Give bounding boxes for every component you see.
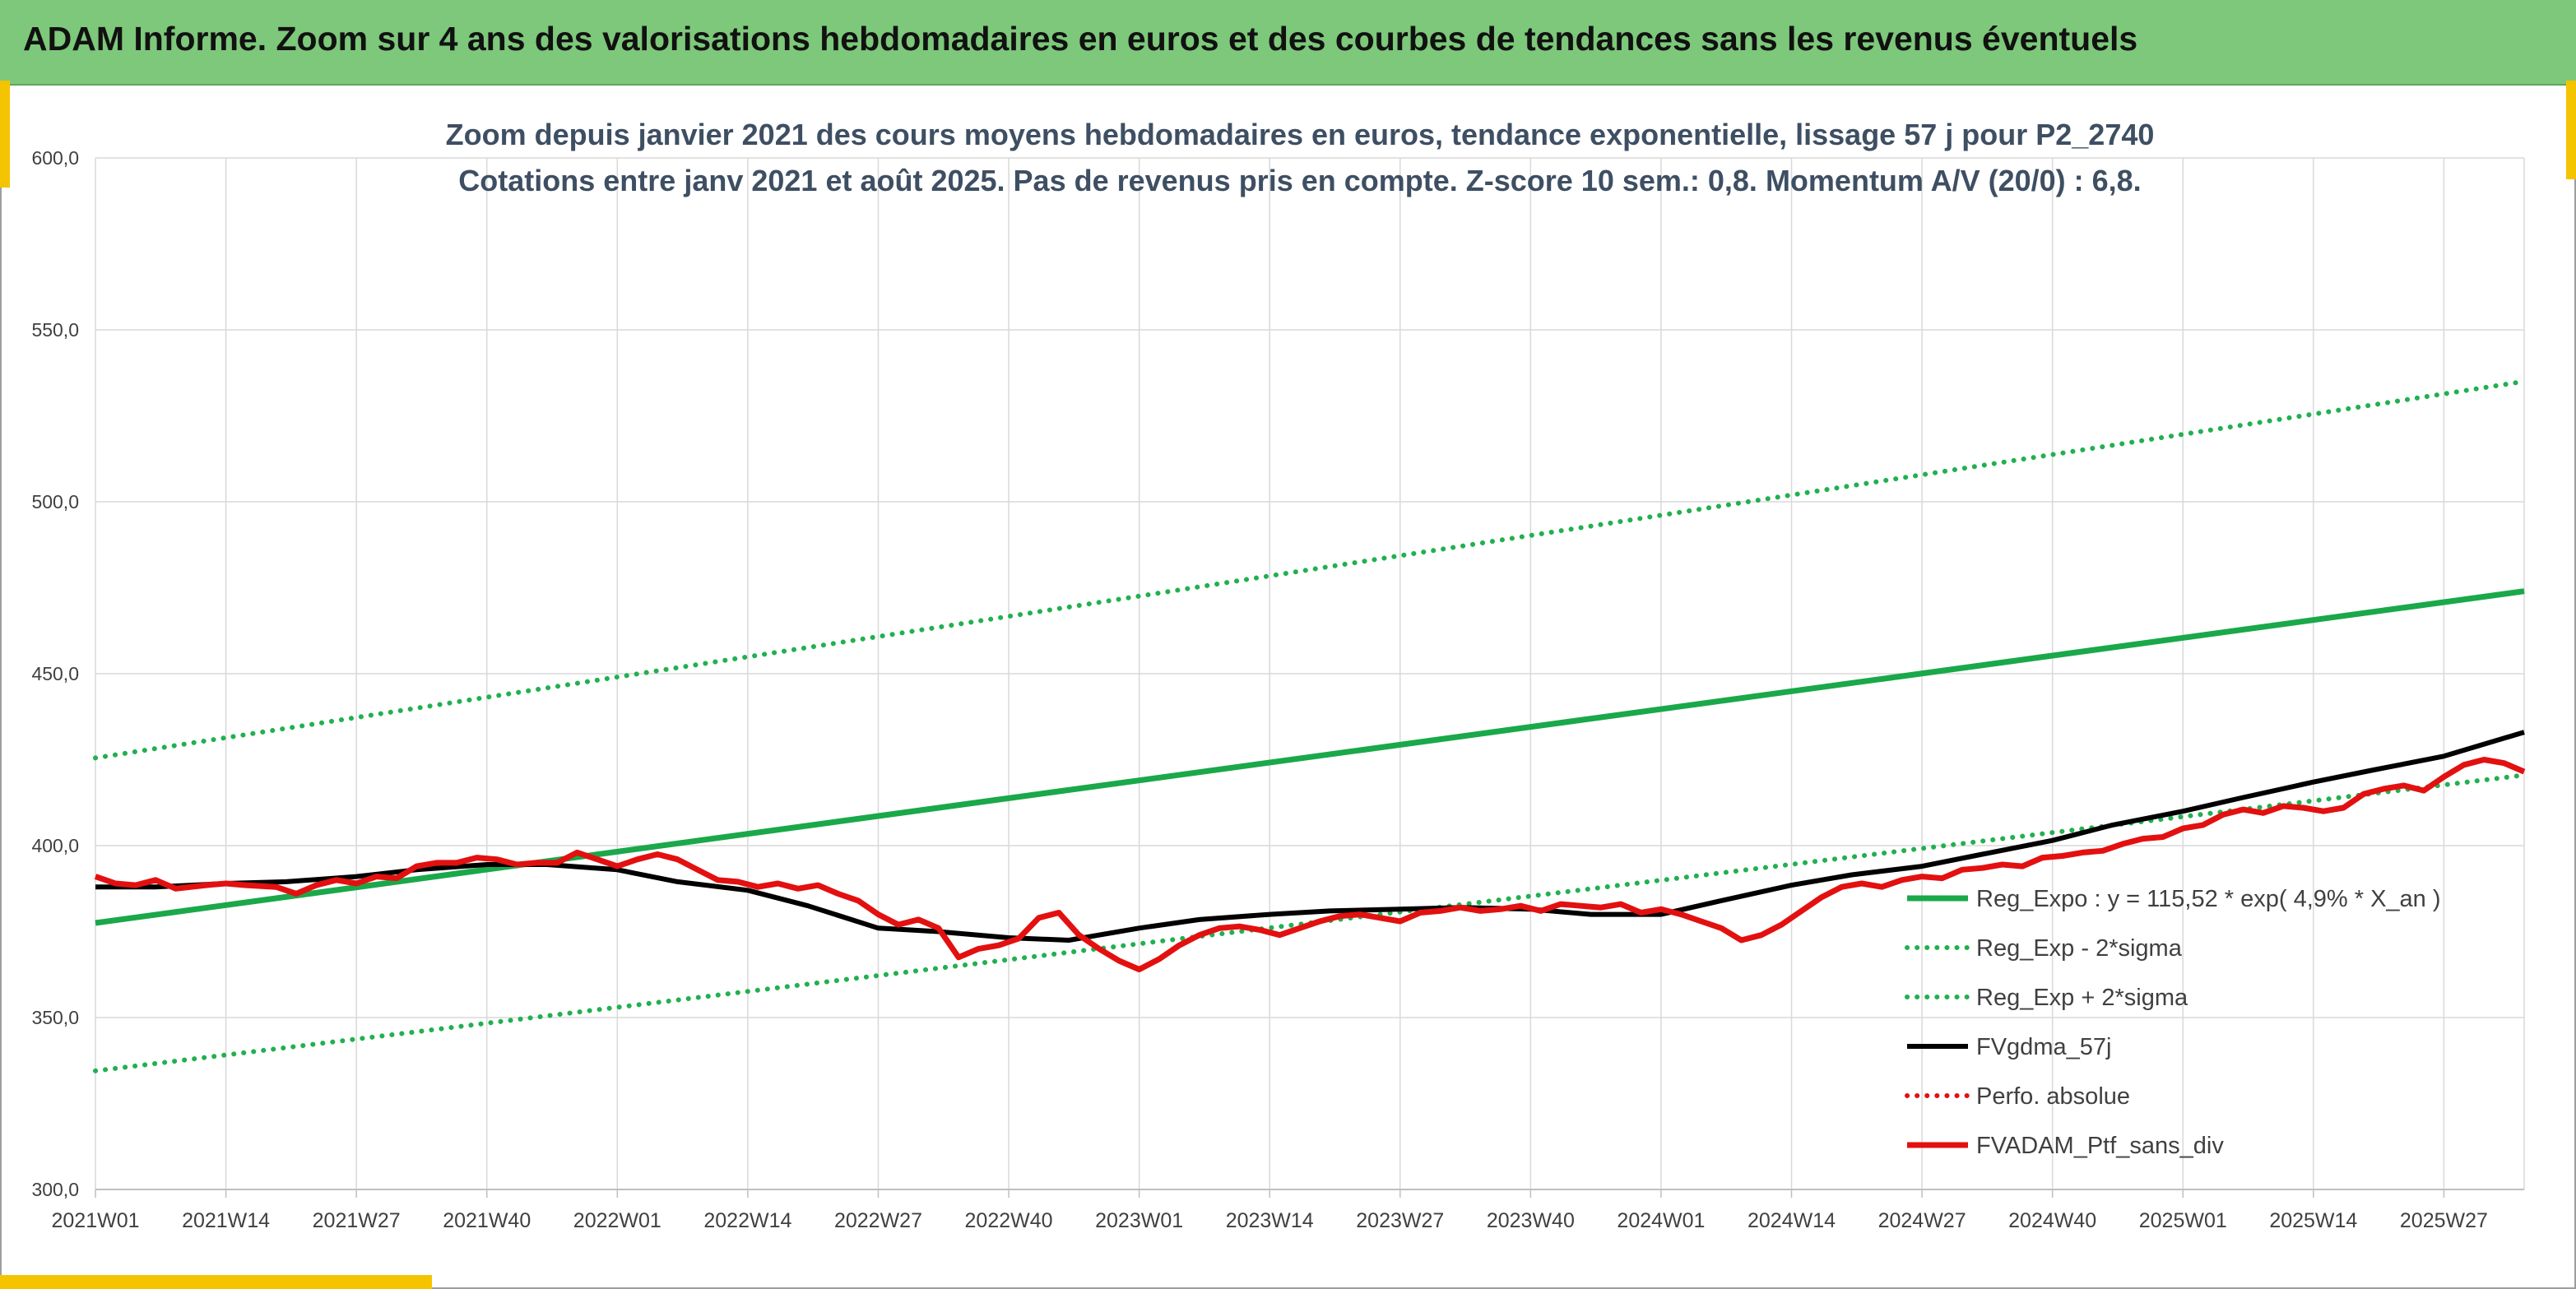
series-line-5 bbox=[94, 757, 2526, 972]
x-tick-label: 2024W40 bbox=[2008, 1209, 2096, 1232]
y-tick-label: 350,0 bbox=[31, 1007, 79, 1028]
chart-subtitle: Cotations entre janv 2021 et août 2025. … bbox=[458, 164, 2141, 197]
accent-bar-bottom-left bbox=[0, 1275, 432, 1289]
x-tick-label: 2022W27 bbox=[834, 1209, 922, 1232]
grid bbox=[95, 157, 2525, 1189]
legend-label-5: FVADAM_Ptf_sans_div bbox=[1976, 1133, 2224, 1159]
x-tick-label: 2021W01 bbox=[51, 1209, 139, 1232]
accent-bar-top-left bbox=[0, 81, 10, 188]
legend-label-1: Reg_Exp - 2*sigma bbox=[1976, 935, 2183, 962]
x-tick-label: 2025W14 bbox=[2269, 1209, 2357, 1232]
y-tick-label: 550,0 bbox=[31, 319, 79, 341]
header-banner: ADAM Informe. Zoom sur 4 ans des valoris… bbox=[0, 0, 2576, 86]
legend-label-4: Perfo. absolue bbox=[1976, 1083, 2130, 1110]
x-tick-label: 2023W01 bbox=[1095, 1209, 1183, 1232]
x-tick-label: 2025W01 bbox=[2139, 1209, 2227, 1232]
legend-label-3: FVgdma_57j bbox=[1976, 1034, 2111, 1060]
legend-label-2: Reg_Exp + 2*sigma bbox=[1976, 985, 2188, 1011]
banner-title: ADAM Informe. Zoom sur 4 ans des valoris… bbox=[23, 20, 2138, 58]
x-tick-label: 2025W27 bbox=[2400, 1209, 2488, 1232]
legend: Reg_Expo : y = 115,52 * exp( 4,9% * X_an… bbox=[1905, 886, 2441, 1159]
x-tick-label: 2022W40 bbox=[965, 1209, 1053, 1232]
x-tick-label: 2022W01 bbox=[573, 1209, 661, 1232]
chart-title: Zoom depuis janvier 2021 des cours moyen… bbox=[446, 118, 2155, 151]
x-tick-label: 2023W40 bbox=[1487, 1209, 1575, 1232]
y-tick-label: 600,0 bbox=[31, 147, 79, 169]
series-line-2 bbox=[93, 378, 2527, 761]
x-tick-label: 2021W40 bbox=[443, 1209, 531, 1232]
axes: 300,0 350,0 400,0 450,0 500,0 550,0 600,0 2021W… bbox=[31, 147, 2524, 1232]
x-tick-label: 2023W14 bbox=[1226, 1209, 1314, 1232]
x-tick-label: 2024W01 bbox=[1617, 1209, 1705, 1232]
y-tick-label: 400,0 bbox=[31, 835, 79, 856]
x-tick-label: 2024W14 bbox=[1748, 1209, 1836, 1232]
x-tick-label: 2024W27 bbox=[1878, 1209, 1966, 1232]
series-lines bbox=[93, 378, 2527, 1073]
series-line-0 bbox=[95, 588, 2525, 926]
y-tick-label: 300,0 bbox=[31, 1179, 79, 1200]
x-tick-label: 2022W14 bbox=[703, 1209, 791, 1232]
series-line-3 bbox=[95, 730, 2525, 943]
legend-label-0: Reg_Expo : y = 115,52 * exp( 4,9% * X_an… bbox=[1976, 886, 2441, 912]
x-tick-label: 2021W27 bbox=[313, 1209, 401, 1232]
y-tick-label: 500,0 bbox=[31, 491, 79, 512]
x-tick-label: 2023W27 bbox=[1356, 1209, 1444, 1232]
y-tick-label: 450,0 bbox=[31, 663, 79, 684]
x-tick-label: 2021W14 bbox=[182, 1209, 270, 1232]
accent-bar-top-right bbox=[2566, 81, 2576, 179]
